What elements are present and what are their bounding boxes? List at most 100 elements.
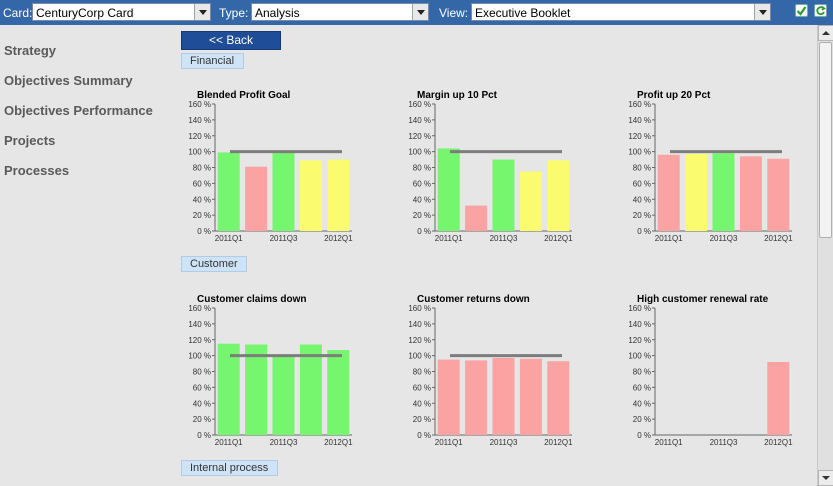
bar — [492, 358, 515, 435]
card-select[interactable]: CenturyCorp Card — [32, 3, 211, 21]
sidebar-item-projects[interactable]: Projects — [4, 133, 56, 148]
y-tick-label: 120 % — [408, 336, 431, 345]
chart-plot: 0 % 20 % 40 % 60 % 80 % 100 % 120 % 140 % 160 % 2… — [628, 304, 793, 447]
y-tick-label: 100 % — [408, 352, 431, 361]
x-tick-label: 2011Q3 — [490, 438, 518, 447]
y-tick-label: 40 % — [413, 195, 431, 204]
y-tick-label: 0 % — [417, 431, 431, 440]
y-tick-label: 80 % — [633, 368, 651, 377]
x-tick-label: 2011Q1 — [435, 234, 463, 243]
y-tick-label: 140 % — [628, 116, 651, 125]
x-tick-label: 2012Q1 — [544, 234, 573, 243]
y-tick-label: 120 % — [188, 132, 211, 141]
y-tick-label: 20 % — [633, 415, 651, 424]
bar — [245, 344, 268, 435]
bar — [712, 153, 735, 231]
y-tick-label: 160 % — [628, 304, 651, 313]
type-select-value: Analysis — [255, 6, 300, 20]
y-tick-label: 20 % — [193, 415, 211, 424]
view-label: View: — [439, 6, 469, 20]
bar — [492, 159, 515, 231]
x-tick-label: 2012Q1 — [544, 438, 573, 447]
view-select-value: Executive Booklet — [475, 6, 571, 20]
bar — [767, 158, 790, 231]
chart-plot: 0 % 20 % 40 % 60 % 80 % 100 % 120 % 140 % 160 % 2… — [628, 100, 793, 243]
bar — [299, 344, 322, 435]
bar — [327, 350, 350, 435]
sidebar-item-objectives-summary[interactable]: Objectives Summary — [4, 73, 133, 88]
bar — [519, 171, 542, 231]
y-tick-label: 100 % — [188, 352, 211, 361]
chart-plot: 0 % 20 % 40 % 60 % 80 % 100 % 120 % 140 % 160 % 2… — [188, 100, 353, 243]
bar — [217, 343, 240, 435]
y-tick-label: 120 % — [408, 132, 431, 141]
y-tick-label: 40 % — [193, 399, 211, 408]
section-tab-internal-process[interactable]: Internal process — [181, 460, 278, 476]
y-tick-label: 120 % — [628, 336, 651, 345]
y-tick-label: 40 % — [413, 399, 431, 408]
bar — [547, 361, 570, 435]
checkmark-icon[interactable] — [795, 4, 808, 17]
scroll-thumb[interactable] — [819, 42, 832, 238]
bar — [272, 354, 295, 435]
x-tick-label: 2011Q3 — [710, 438, 738, 447]
bar — [767, 361, 790, 435]
y-tick-label: 80 % — [633, 164, 651, 173]
y-tick-label: 120 % — [188, 336, 211, 345]
chart-title: Customer claims down — [197, 294, 307, 305]
section-tab-financial[interactable]: Financial — [181, 53, 244, 69]
type-select[interactable]: Analysis — [251, 3, 429, 21]
card-select-value: CenturyCorp Card — [36, 6, 134, 20]
chevron-down-icon[interactable] — [754, 4, 770, 20]
x-tick-label: 2012Q1 — [764, 234, 793, 243]
bar — [519, 358, 542, 435]
scroll-down-icon[interactable] — [818, 470, 833, 486]
y-tick-label: 20 % — [413, 415, 431, 424]
bar — [465, 205, 488, 231]
refresh-icon[interactable] — [814, 4, 827, 17]
type-label: Type: — [219, 6, 249, 20]
chart-3: Customer claims down 0 % 20 % 40 % 60 % 80 %… — [170, 294, 370, 464]
y-tick-label: 100 % — [188, 148, 211, 157]
y-tick-label: 100 % — [408, 148, 431, 157]
chart-5: High customer renewal rate 0 % 20 % 40 % 60… — [610, 294, 810, 464]
bar — [657, 154, 680, 231]
view-select[interactable]: Executive Booklet — [471, 3, 771, 21]
sidebar-item-processes[interactable]: Processes — [4, 163, 70, 178]
section-tab-customer[interactable]: Customer — [181, 256, 247, 272]
x-tick-label: 2011Q1 — [215, 234, 243, 243]
main-content: << Back Financial Customer Internal proc… — [170, 25, 817, 486]
y-tick-label: 160 % — [188, 100, 211, 109]
sidebar-item-objectives-performance[interactable]: Objectives Performance — [4, 103, 153, 118]
scroll-up-icon[interactable] — [818, 25, 833, 41]
x-tick-label: 2012Q1 — [324, 438, 353, 447]
chart-2: Profit up 20 Pct 0 % 20 % 40 % 60 % 80 % 100 … — [610, 90, 810, 260]
y-tick-label: 160 % — [188, 304, 211, 313]
chart-title: Margin up 10 Pct — [417, 90, 498, 101]
vertical-scrollbar[interactable] — [817, 25, 833, 486]
y-tick-label: 140 % — [188, 116, 211, 125]
bar — [739, 156, 762, 231]
card-label: Card: — [3, 6, 33, 20]
chart-0: Blended Profit Goal 0 % 20 % 40 % 60 % 80 % 1… — [170, 90, 370, 260]
chart-title: Profit up 20 Pct — [637, 90, 711, 101]
bar — [437, 148, 460, 231]
y-tick-label: 0 % — [417, 227, 431, 236]
y-tick-label: 140 % — [628, 320, 651, 329]
chevron-down-icon[interactable] — [412, 4, 428, 20]
y-tick-label: 160 % — [408, 100, 431, 109]
y-tick-label: 120 % — [628, 132, 651, 141]
chart-4: Customer returns down 0 % 20 % 40 % 60 % 80 … — [390, 294, 590, 464]
y-tick-label: 0 % — [637, 227, 651, 236]
x-tick-label: 2011Q1 — [655, 234, 683, 243]
sidebar-item-strategy[interactable]: Strategy — [4, 43, 57, 58]
chart-1: Margin up 10 Pct 0 % 20 % 40 % 60 % 80 % 100 … — [390, 90, 590, 260]
top-toolbar: Card: CenturyCorp Card Type: Analysis Vi… — [0, 0, 833, 25]
chevron-down-icon[interactable] — [194, 4, 210, 20]
y-tick-label: 80 % — [413, 368, 431, 377]
y-tick-label: 20 % — [413, 211, 431, 220]
y-tick-label: 140 % — [188, 320, 211, 329]
bar — [272, 152, 295, 231]
y-tick-label: 20 % — [633, 211, 651, 220]
back-button[interactable]: << Back — [181, 31, 281, 50]
